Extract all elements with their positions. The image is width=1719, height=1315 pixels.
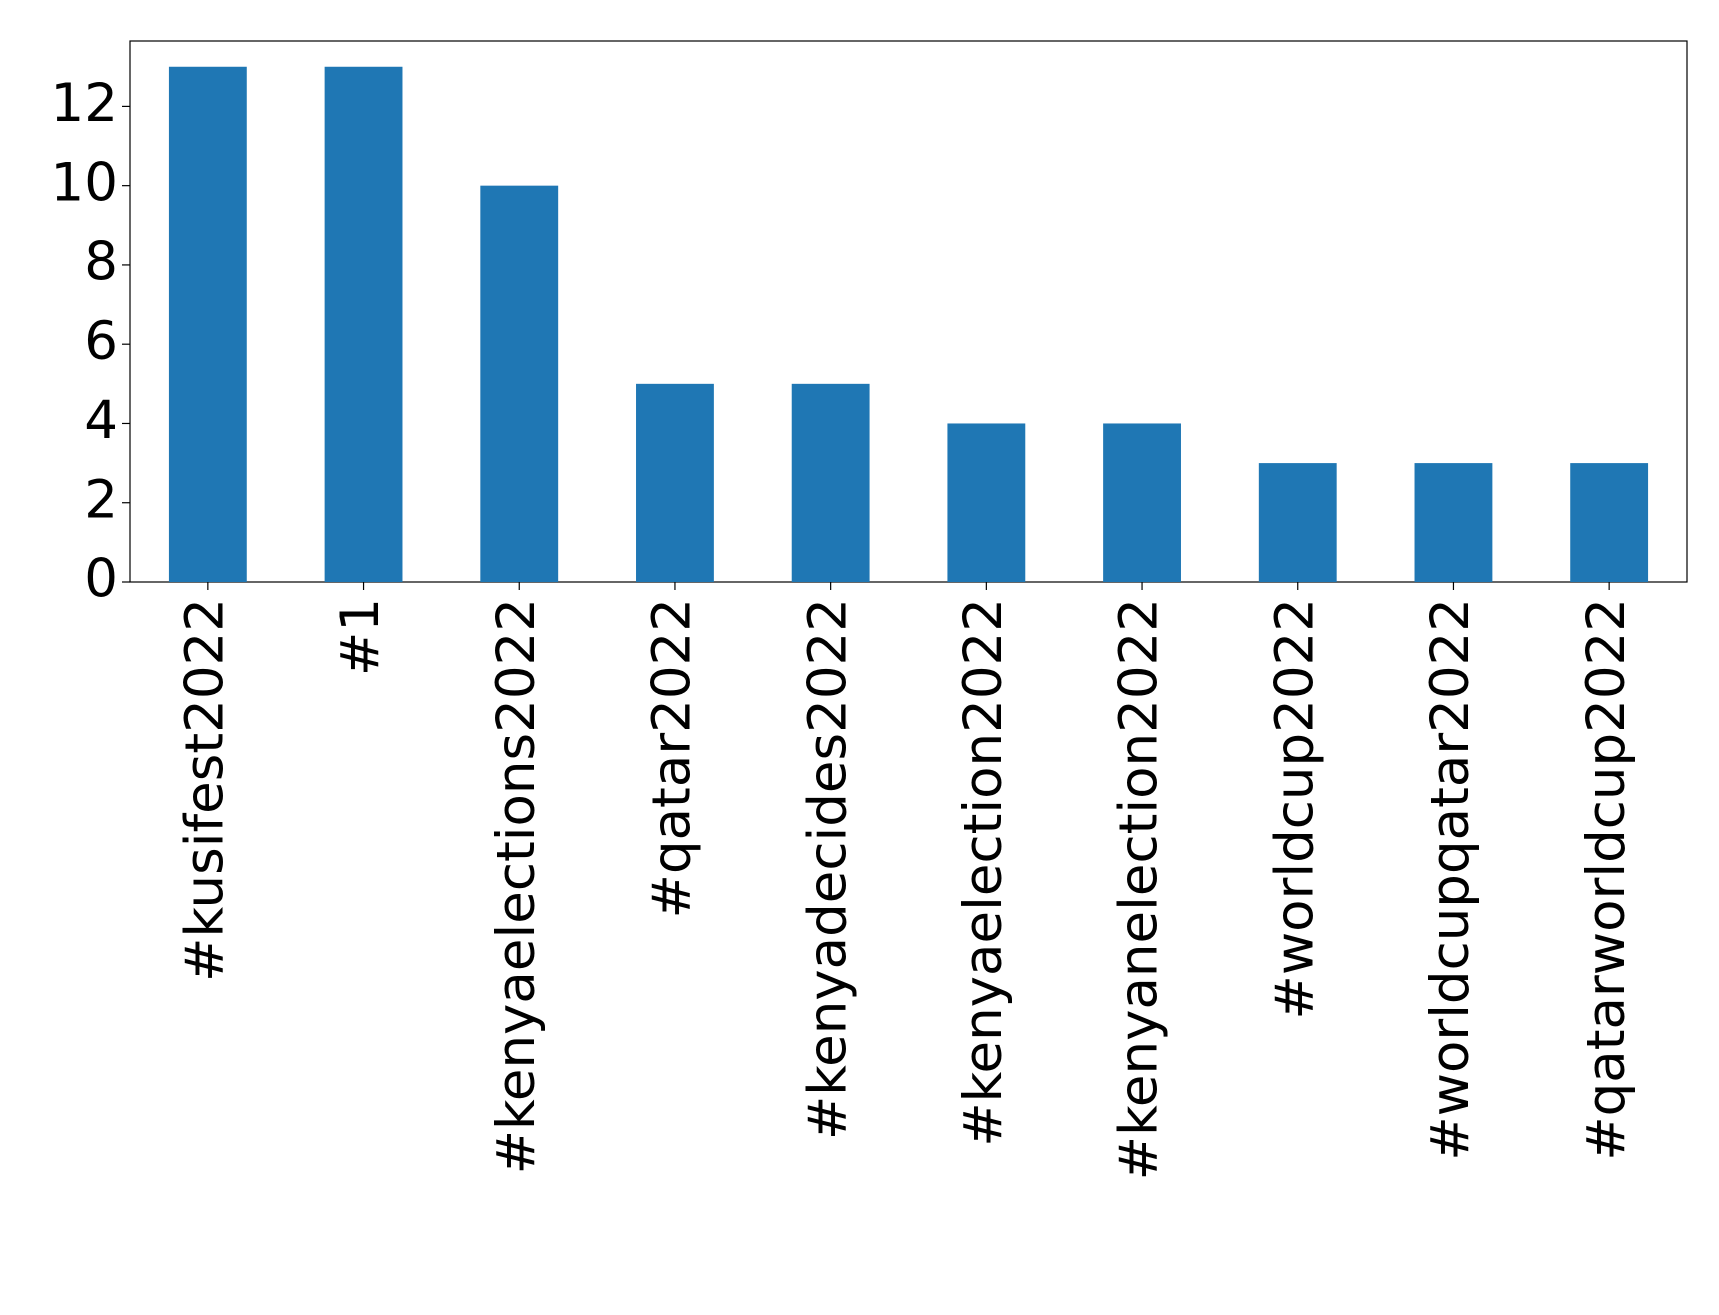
x-tick-label: #kenyaelection2022 [953,598,1014,1147]
x-tick-label: #worldcup2022 [1264,598,1325,1020]
bar [791,383,870,582]
y-tick-label: 0 [84,549,118,610]
bar [947,423,1026,582]
bar [1570,463,1649,582]
x-tick-label: #kenyadecides2022 [797,598,858,1140]
bar [168,66,247,582]
x-tick-label: #kusifest2022 [174,598,235,982]
y-tick-label: 8 [84,232,118,293]
bar [480,185,559,582]
bar [1414,463,1493,582]
plot-frame [129,40,1688,583]
y-tick-label: 2 [84,469,118,530]
bar [636,383,714,582]
x-tick-label: #qatar2022 [642,598,703,918]
x-tick-label: #kenyanelection2022 [1109,598,1170,1180]
y-tick-label: 6 [84,311,118,372]
x-tick-label: #qatarworldcup2022 [1576,598,1637,1161]
bar [324,66,403,582]
y-tick-label: 4 [84,390,118,451]
x-tick-label: #kenyaelections2022 [486,598,547,1174]
bar [1258,463,1337,582]
bar [1103,423,1181,582]
x-tick-label: #1 [330,598,391,676]
y-tick-label: 12 [51,73,118,134]
x-tick-label: #worldcupqatar2022 [1420,598,1481,1161]
y-tick-label: 10 [51,152,118,213]
